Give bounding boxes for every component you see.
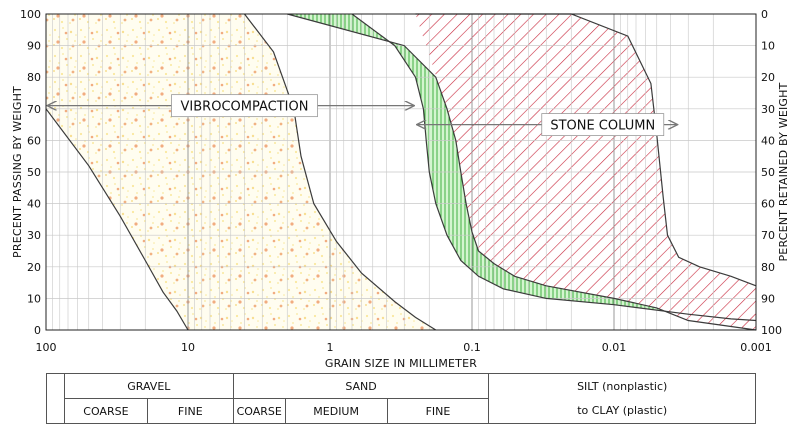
table-row: GRAVEL SAND SILT (nonplastic) bbox=[46, 373, 756, 424]
vibrocompaction-label: VIBROCOMPACTION bbox=[181, 100, 309, 115]
y-axis-title-left: PRECENT PASSING BY WEIGHT bbox=[11, 86, 24, 258]
x-tick-label: 100 bbox=[36, 341, 57, 354]
y-tick-label-right: 50 bbox=[761, 166, 775, 179]
gravel-header: GRAVEL bbox=[63, 373, 234, 399]
y-tick-label-right: 60 bbox=[761, 198, 775, 211]
table-row: COARSE FINE COARSE MEDIUM FINE to CLAY (… bbox=[47, 398, 756, 424]
sand-fine-cell: FINE bbox=[386, 398, 490, 424]
y-tick-label-left: 10 bbox=[27, 292, 41, 305]
silt-header: SILT (nonplastic) bbox=[488, 373, 756, 399]
soil-classification-table: GRAVEL SAND SILT (nonplastic) COARSE FIN… bbox=[46, 373, 756, 424]
vibro-fine-curve bbox=[244, 13, 437, 331]
y-tick-label-right: 70 bbox=[761, 229, 775, 242]
sand-medium-cell: MEDIUM bbox=[284, 398, 388, 424]
y-tick-label-left: 50 bbox=[27, 166, 41, 179]
gravel-coarse-cell: COARSE bbox=[63, 398, 148, 424]
y-tick-label-right: 80 bbox=[761, 261, 775, 274]
vibro-coarse-curve bbox=[45, 108, 189, 331]
y-tick-label-right: 0 bbox=[761, 8, 768, 21]
y-tick-label-right: 100 bbox=[761, 324, 782, 337]
y-tick-label-right: 30 bbox=[761, 103, 775, 116]
y-tick-label-left: 60 bbox=[27, 134, 41, 147]
x-tick-label: 0.01 bbox=[602, 341, 627, 354]
clay-cell: to CLAY (plastic) bbox=[488, 398, 756, 424]
y-tick-label-left: 0 bbox=[34, 324, 41, 337]
stone-column-label-box bbox=[541, 113, 665, 136]
x-tick-label: 10 bbox=[181, 341, 195, 354]
y-tick-label-left: 80 bbox=[27, 71, 41, 84]
y-tick-label-right: 90 bbox=[761, 292, 775, 305]
curves-layer bbox=[45, 13, 757, 331]
x-axis-title: GRAIN SIZE IN MILLIMETER bbox=[325, 357, 477, 370]
gravel-fine-cell: FINE bbox=[146, 398, 234, 424]
y-axis-title-right: PERCENT RETAINED BY WEIGHT bbox=[777, 82, 790, 261]
x-tick-label: 0.1 bbox=[463, 341, 481, 354]
table-spacer-cell bbox=[46, 373, 65, 424]
y-tick-label-left: 90 bbox=[27, 40, 41, 53]
range-arrows: VIBROCOMPACTION STONE COLUMN bbox=[48, 94, 677, 136]
y-tick-label-left: 100 bbox=[20, 8, 41, 21]
y-tick-label-left: 30 bbox=[27, 229, 41, 242]
stone-coarse-curve bbox=[287, 13, 757, 331]
sand-coarse-cell: COARSE bbox=[232, 398, 286, 424]
plot-frame bbox=[45, 13, 757, 331]
y-tick-label-left: 20 bbox=[27, 261, 41, 274]
vibrocompaction-label-box bbox=[171, 94, 318, 118]
y-tick-label-left: 70 bbox=[27, 103, 41, 116]
tick-labels: 100 10 1 0.1 0.01 0.0010102030405060708090100… bbox=[20, 8, 782, 354]
y-tick-label-right: 10 bbox=[761, 40, 775, 53]
x-tick-label: 1 bbox=[327, 341, 334, 354]
y-tick-label-right: 20 bbox=[761, 71, 775, 84]
clay-fine-curve bbox=[415, 13, 757, 287]
x-tick-label: 0.001 bbox=[740, 341, 772, 354]
y-tick-label-left: 40 bbox=[27, 198, 41, 211]
stone-fine-curve bbox=[351, 13, 757, 322]
sand-header: SAND bbox=[232, 373, 490, 399]
stone-column-label: STONE COLUMN bbox=[550, 119, 655, 134]
y-tick-label-right: 40 bbox=[761, 134, 775, 147]
